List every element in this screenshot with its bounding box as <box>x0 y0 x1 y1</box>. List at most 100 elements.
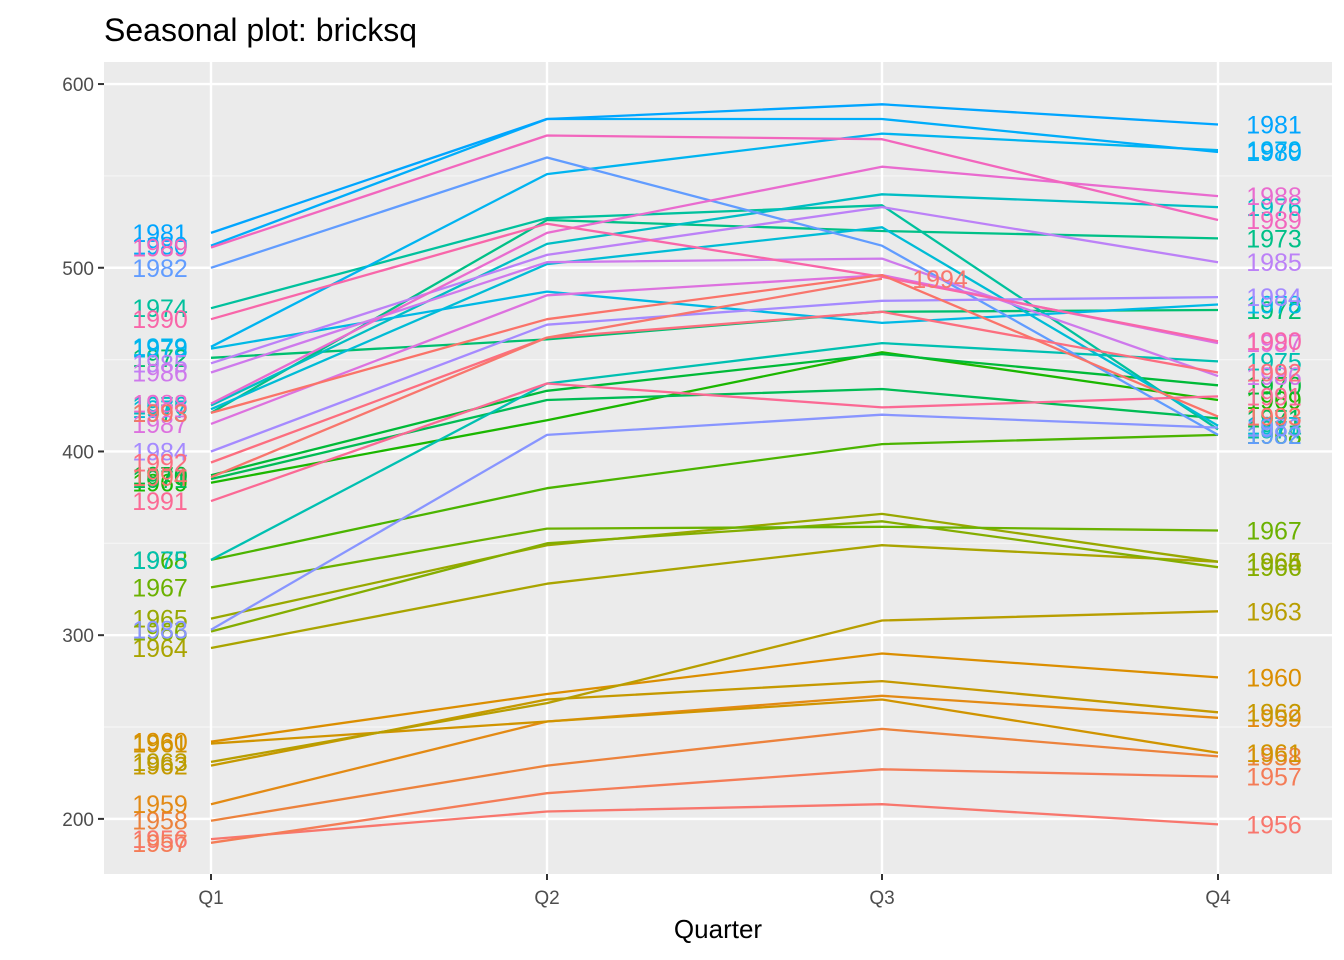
year-label-end: 1979 <box>1246 137 1302 165</box>
year-label-start: 1992 <box>132 450 188 478</box>
year-label-end: 1988 <box>1246 183 1302 211</box>
year-label-start: 1964 <box>132 635 188 663</box>
series-line-1977 <box>210 226 1219 427</box>
series-line-1966 <box>210 520 1219 633</box>
x-tick-label: Q1 <box>198 888 223 909</box>
series-line-1960 <box>210 652 1219 743</box>
year-label-end: 1980 <box>1246 139 1302 167</box>
series-line-1982 <box>210 156 1219 436</box>
year-label-start: 1981 <box>132 220 188 248</box>
year-label-end: 1967 <box>1246 518 1302 546</box>
x-tick-label: Q4 <box>1205 888 1231 909</box>
year-label-end: 1964 <box>1246 549 1302 577</box>
year-label-end: 1962 <box>1246 699 1302 727</box>
series-line-1993 <box>210 273 1219 418</box>
x-axis-title: Quarter <box>674 914 762 944</box>
year-label-end: 1958 <box>1246 743 1302 771</box>
year-label-start: 1969 <box>132 470 188 498</box>
year-label-end: 1989 <box>1246 207 1302 235</box>
year-label-start: 1984 <box>132 439 188 467</box>
series-line-1981 <box>210 103 1219 234</box>
year-label-start: 1990 <box>132 306 188 334</box>
year-label-start: 1956 <box>132 826 188 854</box>
year-label-end: 1960 <box>1246 664 1302 692</box>
year-label-start: 1962 <box>132 753 188 781</box>
year-label-start: 1977 <box>132 396 188 424</box>
year-label-start: 1989 <box>132 235 188 263</box>
year-label-start: 1965 <box>132 606 188 634</box>
year-label-start: 1958 <box>132 808 188 836</box>
year-label-end: 1963 <box>1246 598 1302 626</box>
year-label-end: 1969 <box>1246 387 1302 415</box>
year-label-start: 1994 <box>132 464 188 492</box>
chart-title: Seasonal plot: bricksq <box>104 12 417 48</box>
year-label-start: 1961 <box>132 731 188 759</box>
year-label-start: 1978 <box>132 336 188 364</box>
year-label-start: 1970 <box>132 462 188 490</box>
series-line-1958 <box>210 727 1219 822</box>
series-line-1975 <box>210 341 1219 561</box>
year-label-end: 1974 <box>1246 416 1302 444</box>
year-label-end: 1991 <box>1246 383 1302 411</box>
y-tick-label: 400 <box>62 442 94 463</box>
year-label-end: 1982 <box>1246 422 1302 450</box>
x-tick-label: Q3 <box>869 888 894 909</box>
year-label-end: 1977 <box>1246 413 1302 441</box>
year-label-start: 1979 <box>132 334 188 362</box>
series-line-1967 <box>210 525 1219 589</box>
year-label-start: 1967 <box>132 574 188 602</box>
series-line-1985 <box>210 205 1219 365</box>
year-label-end: 1973 <box>1246 225 1302 253</box>
year-label-end: 1994 <box>912 266 968 294</box>
year-label-start: 1971 <box>132 466 188 494</box>
year-label-end: 1983 <box>1246 415 1302 443</box>
year-label-end: 1981 <box>1246 112 1302 140</box>
year-label-end: 1992 <box>1246 360 1302 388</box>
year-label-start: 1982 <box>132 255 188 283</box>
y-tick-label: 500 <box>62 259 94 280</box>
y-tick-label: 200 <box>62 810 94 831</box>
year-label-start: 1974 <box>132 295 188 323</box>
year-label-end: 1965 <box>1246 549 1302 577</box>
year-label-start: 1975 <box>132 547 188 575</box>
year-label-end: 1959 <box>1246 705 1302 733</box>
series-line-1983 <box>210 413 1219 631</box>
series-line-1991 <box>210 382 1219 503</box>
year-label-start: 1980 <box>132 233 188 261</box>
series-line-1980 <box>210 117 1219 247</box>
series-line-1969 <box>210 351 1219 484</box>
series-line-1984 <box>210 295 1219 453</box>
year-label-end: 1990 <box>1246 328 1302 356</box>
year-label-end: 1984 <box>1246 284 1302 312</box>
year-label-end: 1975 <box>1246 348 1302 376</box>
series-line-1956 <box>210 803 1219 841</box>
year-label-end: 1976 <box>1246 194 1302 222</box>
year-label-start: 1983 <box>132 617 188 645</box>
series-lines <box>210 103 1219 844</box>
year-label-start: 1991 <box>132 488 188 516</box>
series-line-1988 <box>210 165 1219 405</box>
year-label-start: 1966 <box>132 619 188 647</box>
year-label-start: 1959 <box>132 791 188 819</box>
series-line-1959 <box>210 694 1219 806</box>
year-label-start: 1957 <box>132 830 188 858</box>
x-tick-label: Q2 <box>534 888 559 909</box>
year-label-end: 1968 <box>1246 422 1302 450</box>
series-line-1976 <box>210 193 1219 407</box>
series-line-1968 <box>210 433 1219 562</box>
year-label-start: 1973 <box>132 400 188 428</box>
year-label-end: 1970 <box>1246 372 1302 400</box>
series-line-1963 <box>210 610 1219 764</box>
axes: 200 300 400 500 600 Q1 Q2 Q3 Q4 <box>62 75 1231 909</box>
year-label-end: 1971 <box>1246 405 1302 433</box>
year-label-end: 1972 <box>1246 297 1302 325</box>
series-line-1989 <box>210 134 1219 249</box>
year-label-start: 1960 <box>132 729 188 757</box>
series-line-1965 <box>210 512 1219 620</box>
series-line-1994 <box>210 277 883 479</box>
year-label-start: 1988 <box>132 391 188 419</box>
year-label-end: 1956 <box>1246 811 1302 839</box>
